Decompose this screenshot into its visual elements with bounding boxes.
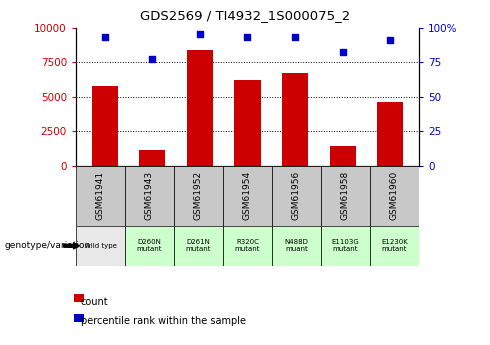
- Bar: [272, 166, 321, 226]
- Text: GSM61960: GSM61960: [390, 171, 399, 220]
- Bar: [330, 146, 356, 166]
- Bar: [139, 150, 165, 166]
- Bar: [370, 166, 419, 226]
- Bar: [282, 73, 308, 166]
- Bar: [223, 166, 272, 226]
- Text: D261N
mutant: D261N mutant: [186, 239, 211, 252]
- Bar: [125, 226, 174, 266]
- Text: GSM61954: GSM61954: [243, 171, 252, 220]
- Text: wild type: wild type: [84, 243, 117, 249]
- Text: GSM61958: GSM61958: [341, 171, 350, 220]
- Text: N488D
muant: N488D muant: [285, 239, 308, 252]
- Bar: [370, 226, 419, 266]
- Point: [196, 32, 204, 37]
- Bar: [174, 226, 223, 266]
- Bar: [234, 80, 261, 166]
- Text: D260N
mutant: D260N mutant: [137, 239, 162, 252]
- Text: GSM61943: GSM61943: [145, 171, 154, 220]
- Text: count: count: [81, 297, 108, 307]
- Bar: [174, 166, 223, 226]
- Bar: [377, 102, 403, 166]
- Text: E1230K
mutant: E1230K mutant: [381, 239, 408, 252]
- Text: GSM61952: GSM61952: [194, 171, 203, 220]
- Bar: [272, 226, 321, 266]
- Point: [101, 34, 109, 40]
- Text: R320C
mutant: R320C mutant: [235, 239, 260, 252]
- Bar: [125, 166, 174, 226]
- Point: [386, 37, 394, 43]
- Text: percentile rank within the sample: percentile rank within the sample: [81, 316, 246, 326]
- Text: GSM61956: GSM61956: [292, 171, 301, 220]
- Bar: [76, 166, 125, 226]
- Bar: [76, 226, 125, 266]
- Text: GSM61941: GSM61941: [96, 171, 105, 220]
- Point: [148, 57, 156, 62]
- Text: GDS2569 / TI4932_1S000075_2: GDS2569 / TI4932_1S000075_2: [140, 9, 350, 22]
- Bar: [321, 166, 370, 226]
- Point: [291, 34, 299, 40]
- Text: E1103G
mutant: E1103G mutant: [332, 239, 359, 252]
- Bar: [92, 86, 118, 166]
- Bar: [321, 226, 370, 266]
- Text: genotype/variation: genotype/variation: [5, 241, 91, 250]
- Point: [339, 50, 346, 55]
- Bar: [223, 226, 272, 266]
- Bar: [187, 50, 213, 166]
- Point: [244, 34, 251, 40]
